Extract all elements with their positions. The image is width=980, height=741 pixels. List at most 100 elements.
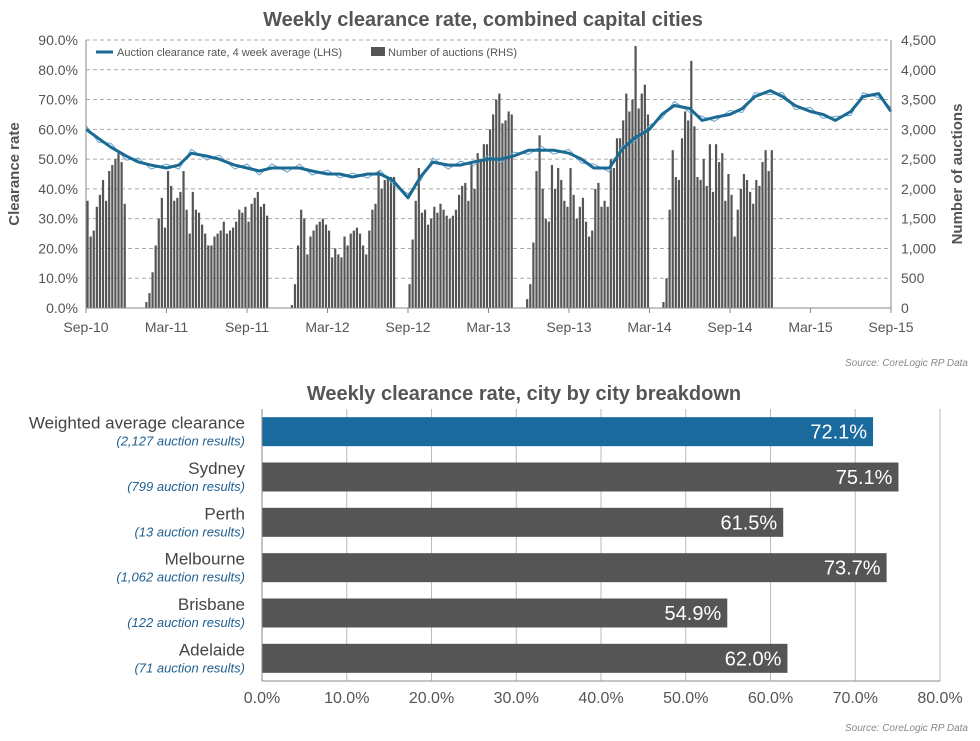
auction-bar [420,212,424,308]
auction-bar [727,174,730,308]
top-y-tick-label: 30.0% [38,211,78,227]
auction-bar [241,212,244,308]
auction-bar [724,200,727,308]
auction-bar [501,123,504,308]
auction-bar [758,185,761,308]
auction-bar [256,191,259,308]
auction-bar [114,159,117,308]
auction-bar [615,138,619,308]
bottom-chart-axes: 0.0% 10.0% 20.0% 30.0% 40.0% 50.0% 60.0% 70.0% 8… [244,409,963,707]
city-category-label: Melbourne [165,550,245,569]
auction-bar [730,194,733,308]
auction-bar [293,284,297,308]
top-y2-tick-label: 3,500 [901,92,936,108]
auction-bar [210,245,213,308]
auction-bar [457,194,461,308]
top-y2-tick-label: 2,000 [901,181,936,197]
auction-bar [507,111,510,308]
auction-bar [606,206,609,308]
top-y-tick-label: 60.0% [38,121,78,137]
auction-bar [191,191,194,308]
top-y-tick-label: 50.0% [38,151,78,167]
top-y2-tick-label: 0 [901,300,909,316]
auction-bar [352,230,355,308]
bottom-x-tick-label: 60.0% [748,690,793,707]
auction-bar [318,221,321,308]
top-y-tick-label: 90.0% [38,32,78,48]
top-x-tick-label: Sep-12 [385,319,430,335]
auction-bar [714,144,718,308]
auction-bar [207,245,210,308]
auction-bar [436,212,439,308]
city-category-label: Adelaide [179,640,245,659]
top-x-tick-label: Sep-13 [546,319,591,335]
auction-bar [105,200,108,308]
bottom-x-tick-label: 30.0% [494,690,539,707]
auction-bar [377,171,380,308]
city-bar [262,417,874,447]
city-bar-value-label: 61.5% [720,512,777,534]
auction-bar [306,254,309,308]
city-category-label: Sydney [188,459,245,478]
city-category-label: Weighted average clearance [29,414,245,433]
top-y2-tick-label: 4,000 [901,62,936,78]
top-x-tick-label: Mar-14 [627,319,672,335]
auction-bar [529,284,532,308]
auction-bar [219,230,222,308]
auction-bar [117,153,120,308]
city-bar-value-label: 73.7% [824,558,881,580]
auction-bar [433,206,436,308]
auction-bar [541,188,544,308]
top-x-tick-label: Sep-14 [707,319,752,335]
auction-bar [368,230,371,308]
auction-bar [321,218,324,308]
city-bar-value-label: 54.9% [665,603,722,625]
auction-bar [111,165,114,308]
city-auction-count-label: (1,062 auction results) [116,570,245,585]
auction-bar [204,233,207,308]
auction-bar [179,191,182,308]
auction-bar [334,248,337,308]
auction-bar [761,162,764,308]
auction-bar [327,230,331,308]
auction-bar [749,191,752,308]
auction-bar [476,153,479,308]
auction-bar [315,224,318,308]
legend-item-auctions: Number of auctions (RHS) [388,47,517,59]
city-bar [262,462,899,492]
auction-bar [461,185,464,308]
auction-bar [101,179,105,308]
auction-bar [745,179,749,308]
top-y2-tick-label: 1,500 [901,211,936,227]
top-x-tick-label: Mar-13 [466,319,511,335]
auction-bar [504,120,507,309]
auction-bar [197,212,201,308]
auction-bar [411,239,414,308]
auction-bar [708,144,711,308]
auction-bar [86,200,89,308]
auction-bar [733,236,736,308]
auction-bar [309,236,312,308]
city-bar [262,643,788,673]
top-y-tick-label: 40.0% [38,181,78,197]
auction-bar [414,200,417,308]
legend-item-clearance: Auction clearance rate, 4 week average (… [117,47,342,59]
auction-bar [235,221,238,308]
auction-bar [646,114,650,308]
top-y2-tick-label: 4,500 [901,32,936,48]
bottom-chart-title: Weekly clearance rate, city by city brea… [307,383,741,405]
auction-bar [216,233,219,308]
auction-bar [247,221,250,308]
auction-bar [120,162,123,308]
auction-bar [346,245,349,308]
auction-bar [182,171,185,308]
auction-bar [485,144,489,308]
auction-bar [108,171,111,308]
city-auction-count-label: (799 auction results) [127,479,245,494]
auction-bar [89,236,92,308]
clearance-rate-line [85,89,893,200]
auction-bar [427,224,430,308]
auction-bar [699,179,702,308]
city-bar [262,507,784,537]
auction-bar [454,209,458,308]
